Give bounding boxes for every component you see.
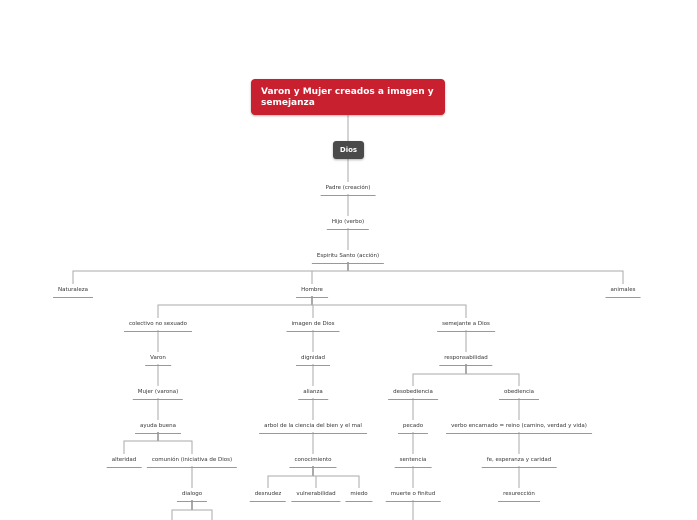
node-alteridad[interactable]: alteridad: [106, 456, 142, 468]
node-padre[interactable]: Padre (creación): [320, 184, 376, 196]
node-fe-esperanza-caridad[interactable]: fe, esperanza y caridad: [481, 456, 557, 468]
node-hijo[interactable]: Hijo (verbo): [326, 218, 370, 230]
node-obediencia[interactable]: obediencia: [498, 388, 540, 400]
node-miedo[interactable]: miedo: [345, 490, 373, 502]
node-desobediencia[interactable]: desobediencia: [388, 388, 438, 400]
node-semejante[interactable]: semejante a Dios: [437, 320, 495, 332]
node-mujer[interactable]: Mujer (varona): [132, 388, 184, 400]
node-imagen-de-dios[interactable]: imagen de Dios: [286, 320, 340, 332]
node-naturaleza[interactable]: Naturaleza: [53, 286, 93, 298]
node-pecado[interactable]: pecado: [397, 422, 429, 434]
node-comunion[interactable]: comunión (iniciativa de Dios): [146, 456, 238, 468]
node-arbol[interactable]: arbol de la ciencia del bien y el mal: [259, 422, 367, 434]
node-desnudez[interactable]: desnudez: [249, 490, 287, 502]
node-dignidad[interactable]: dignidad: [296, 354, 330, 366]
node-colectivo[interactable]: colectivo no sexuado: [123, 320, 193, 332]
central-topic[interactable]: Varon y Mujer creados a imagen y semejan…: [251, 79, 445, 115]
node-sentencia[interactable]: sentencia: [394, 456, 432, 468]
node-verbo-encarnado[interactable]: verbo encarnado = reino (camino, verdad …: [446, 422, 592, 434]
node-dialogo[interactable]: dialogo: [176, 490, 208, 502]
node-varon[interactable]: Varon: [145, 354, 171, 366]
node-conocimiento[interactable]: conocimiento: [289, 456, 337, 468]
node-responsabilidad[interactable]: responsabilidad: [439, 354, 493, 366]
node-resureccion[interactable]: resurección: [498, 490, 540, 502]
node-ayuda-buena[interactable]: ayuda buena: [135, 422, 181, 434]
node-alianza[interactable]: alianza: [298, 388, 328, 400]
main-topic-dios[interactable]: Dios: [333, 141, 364, 159]
node-vulnerabilidad[interactable]: vulnerabilidad: [291, 490, 341, 502]
node-espiritu-santo[interactable]: Espiritu Santo (acción): [311, 252, 385, 264]
node-hombre[interactable]: Hombre: [296, 286, 328, 298]
node-muerte[interactable]: muerte o finitud: [385, 490, 441, 502]
node-animales[interactable]: animales: [605, 286, 641, 298]
